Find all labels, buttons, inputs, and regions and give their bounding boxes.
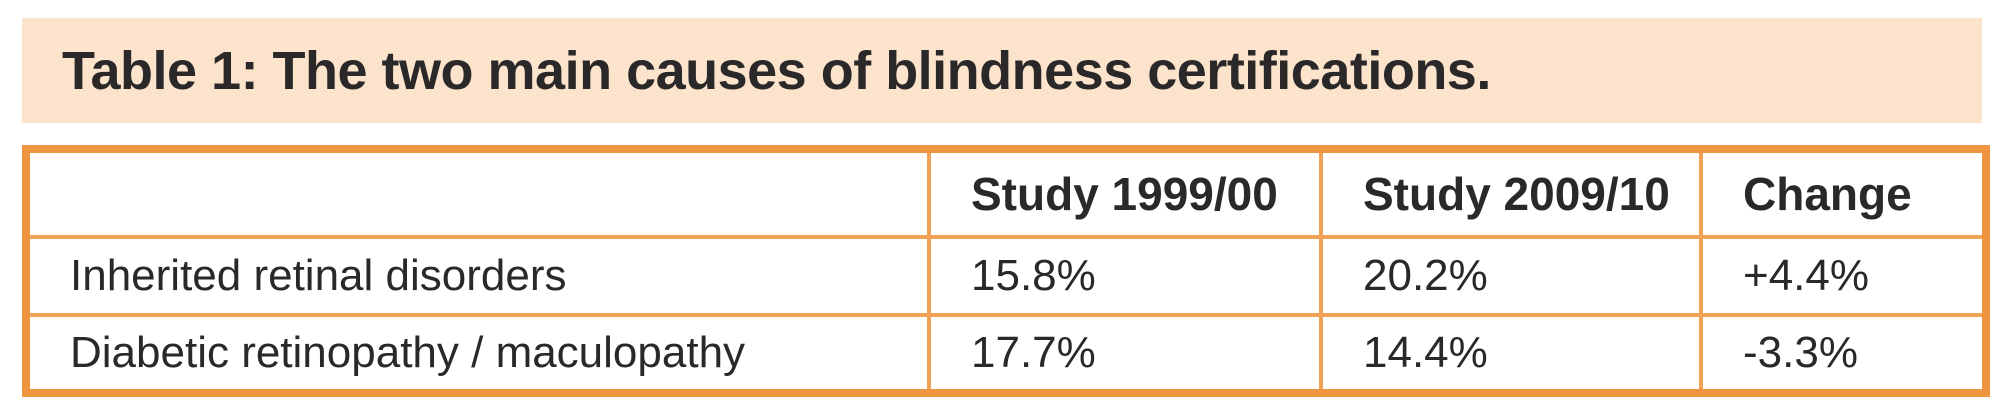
header-row: Study 1999/00 Study 2009/10 Change [24,147,1988,239]
table-caption-band: Table 1: The two main causes of blindnes… [22,18,1982,123]
column-header-study-2009-10: Study 2009/10 [1319,147,1703,239]
table-row-inherited-retinal-disorders: Inherited retinal disorders 15.8% 20.2% … [24,235,1988,317]
cause-cell: Diabetic retinopathy / maculopathy [24,313,931,395]
table-row-diabetic-retinopathy-maculopathy: Diabetic retinopathy / maculopathy 17.7%… [24,313,1988,395]
change-value-cell: +4.4% [1699,235,1988,317]
cause-cell: Inherited retinal disorders [24,235,931,317]
study-2009-10-value-cell: 14.4% [1319,313,1703,395]
table-caption: Table 1: The two main causes of blindnes… [62,40,1491,101]
blindness-causes-table: Study 1999/00 Study 2009/10 Change Inher… [22,145,1990,397]
study-2009-10-value-cell: 20.2% [1319,235,1703,317]
change-value-cell: -3.3% [1699,313,1988,395]
column-header-change: Change [1699,147,1988,239]
study-1999-00-value-cell: 17.7% [927,313,1323,395]
column-header-study-1999-00: Study 1999/00 [927,147,1323,239]
study-1999-00-value-cell: 15.8% [927,235,1323,317]
column-header-cause [24,147,931,239]
